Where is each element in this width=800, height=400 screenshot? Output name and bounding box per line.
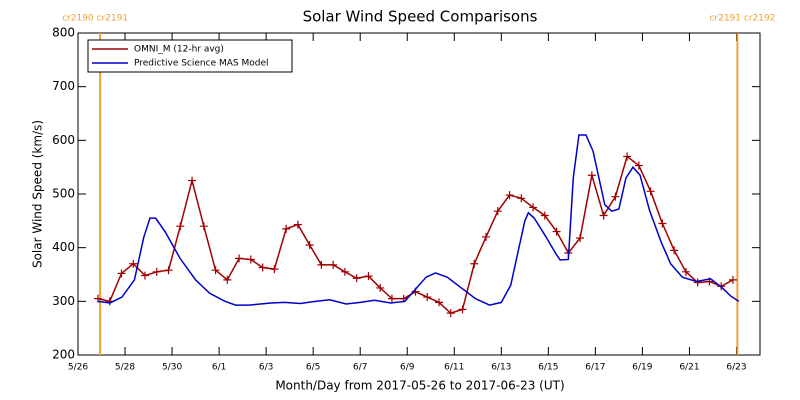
data-point: [235, 254, 244, 263]
data-point: [458, 305, 467, 314]
x-tick-label: 6/23: [726, 363, 746, 373]
data-point: [446, 309, 455, 318]
data-point: [658, 219, 667, 228]
x-tick-label: 5/26: [68, 363, 88, 373]
data-point: [352, 274, 361, 283]
legend-label: OMNI_M (12-hr avg): [134, 45, 224, 55]
data-point: [340, 267, 349, 276]
y-axis-label: Solar Wind Speed (km/s): [31, 120, 45, 268]
data-point: [529, 203, 538, 212]
data-point: [282, 224, 291, 233]
x-tick-label: 6/19: [632, 363, 652, 373]
data-point: [599, 211, 608, 220]
data-point: [129, 259, 138, 268]
x-tick-label: 6/11: [444, 363, 464, 373]
data-point: [493, 207, 502, 216]
x-tick-label: 5/30: [162, 363, 182, 373]
x-tick-label: 6/1: [212, 363, 226, 373]
y-tick-label: 400: [52, 240, 75, 254]
data-point: [670, 246, 679, 255]
data-point: [93, 294, 102, 303]
rotation-label: cr2191 cr2192: [709, 14, 775, 24]
y-tick-label: 700: [52, 79, 75, 93]
y-tick-label: 200: [52, 348, 75, 362]
data-point: [423, 293, 432, 302]
x-tick-label: 6/9: [400, 363, 415, 373]
data-point: [470, 259, 479, 268]
data-point: [482, 232, 491, 241]
data-point: [211, 266, 220, 275]
data-point: [152, 267, 161, 276]
data-point: [376, 283, 385, 292]
data-point: [164, 266, 173, 275]
data-point: [634, 161, 643, 170]
legend-label: Predictive Science MAS Model: [134, 59, 269, 69]
data-point: [587, 171, 596, 180]
data-point: [176, 222, 185, 231]
x-tick-label: 5/28: [115, 363, 135, 373]
x-tick-label: 6/21: [679, 363, 699, 373]
data-point: [188, 176, 197, 185]
data-point: [141, 271, 150, 280]
data-point: [576, 234, 585, 243]
data-point: [223, 275, 232, 284]
x-tick-label: 6/15: [538, 363, 558, 373]
x-tick-label: 6/17: [585, 363, 605, 373]
data-point: [611, 192, 620, 201]
x-tick-label: 6/3: [259, 363, 273, 373]
y-tick-label: 800: [52, 26, 75, 40]
data-point: [246, 255, 255, 264]
data-point: [199, 222, 208, 231]
x-axis-label: Month/Day from 2017-05-26 to 2017-06-23 …: [275, 379, 564, 393]
rotation-label: cr2190 cr2191: [62, 14, 128, 24]
data-point: [317, 260, 326, 269]
y-tick-label: 600: [52, 133, 75, 147]
series-line: [97, 134, 740, 306]
y-tick-label: 500: [52, 187, 75, 201]
data-point: [693, 278, 702, 287]
chart-title: Solar Wind Speed Comparisons: [303, 8, 538, 26]
data-point: [305, 240, 314, 249]
y-tick-label: 300: [52, 294, 75, 308]
data-point: [505, 191, 514, 200]
data-point: [517, 194, 526, 203]
data-point: [540, 211, 549, 220]
data-point: [258, 263, 267, 272]
x-tick-label: 6/13: [491, 363, 511, 373]
data-point: [364, 272, 373, 281]
data-point: [387, 294, 396, 303]
data-point: [270, 265, 279, 274]
data-point: [681, 267, 690, 276]
data-point: [623, 152, 632, 161]
x-tick-label: 6/7: [353, 363, 367, 373]
data-point: [728, 275, 737, 284]
data-point: [434, 298, 443, 307]
legend-box: [87, 39, 293, 73]
x-tick-label: 6/5: [306, 363, 320, 373]
data-point: [117, 269, 126, 278]
data-point: [646, 187, 655, 196]
data-point: [293, 220, 302, 229]
data-point: [329, 260, 338, 269]
data-point: [552, 227, 561, 236]
